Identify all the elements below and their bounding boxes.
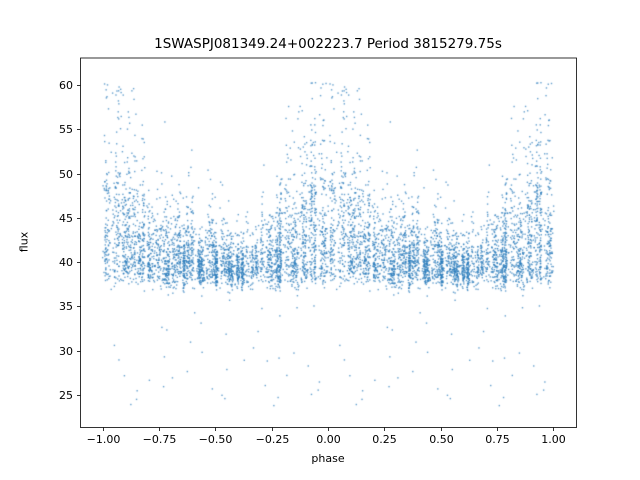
x-axis-label: phase xyxy=(311,452,345,465)
x-tick-label: 1.00 xyxy=(541,433,566,446)
y-tick-label: 25 xyxy=(59,389,73,402)
x-tick-label: 0.75 xyxy=(485,433,510,446)
y-tick-label: 55 xyxy=(59,123,73,136)
x-tick-label: −0.75 xyxy=(143,433,177,446)
x-tick-label: 0.25 xyxy=(372,433,397,446)
chart-title: 1SWASPJ081349.24+002223.7 Period 3815279… xyxy=(154,36,502,52)
x-tick-label: −1.00 xyxy=(87,433,121,446)
y-tick-label: 45 xyxy=(59,212,73,225)
axes-frame xyxy=(80,57,577,428)
x-tick-label: 0.00 xyxy=(316,433,341,446)
y-tick-label: 60 xyxy=(59,79,73,92)
y-tick-label: 40 xyxy=(59,256,73,269)
y-axis-label: flux xyxy=(17,231,31,253)
y-tick-label: 50 xyxy=(59,168,73,181)
y-tick-label: 30 xyxy=(59,345,73,358)
x-tick-label: −0.50 xyxy=(199,433,233,446)
x-tick-label: −0.25 xyxy=(256,433,290,446)
x-tick-label: 0.50 xyxy=(429,433,454,446)
y-tick-label: 35 xyxy=(59,300,73,313)
